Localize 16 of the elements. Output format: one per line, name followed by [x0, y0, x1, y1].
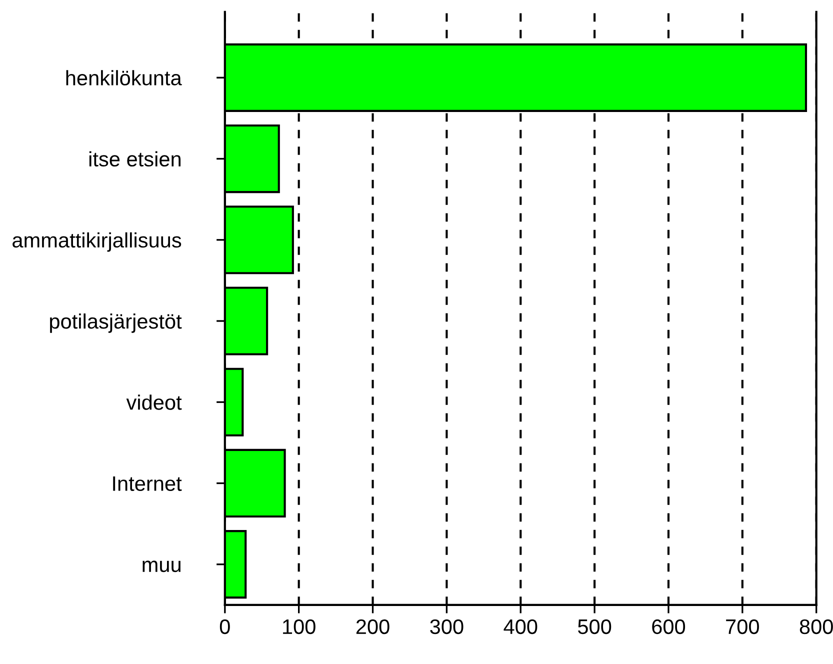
y-tick-label: potilasjärjestöt [50, 313, 182, 333]
y-tick-label: ammattikirjallisuus [12, 232, 182, 252]
x-tick-label: 500 [578, 619, 612, 634]
x-tick-label: 600 [652, 619, 686, 634]
y-tick-label: Internet [113, 476, 182, 491]
x-tick-label: 100 [283, 619, 316, 634]
y-tick-label: itse etsien [89, 151, 181, 167]
x-tick-label: 400 [504, 619, 538, 634]
y-tick-label: henkilökunta [66, 70, 182, 86]
x-tick-label: 800 [800, 619, 833, 634]
x-tick-label: 0 [220, 619, 230, 634]
y-tick-label: videot [126, 394, 182, 410]
x-tick-label: 700 [726, 619, 759, 634]
x-tick-label: 300 [430, 619, 464, 634]
y-tick-label: muu [142, 560, 180, 572]
x-tick-label: 200 [356, 619, 390, 634]
